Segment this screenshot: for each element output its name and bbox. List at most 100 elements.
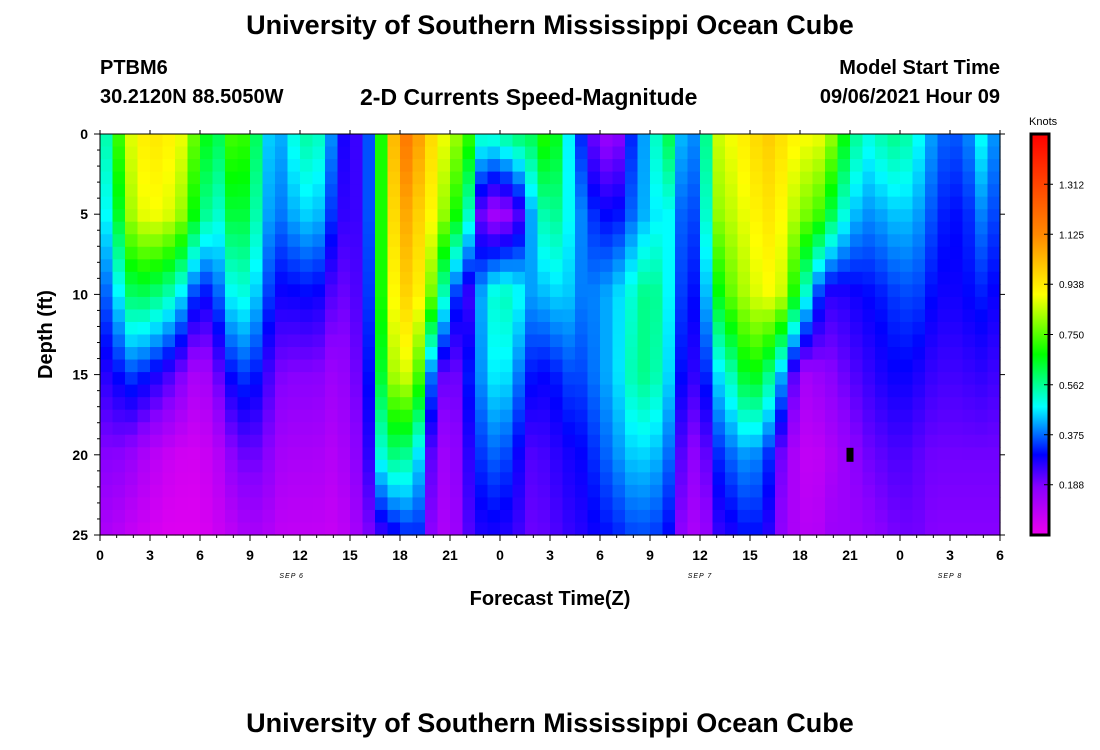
heatmap-cell [850,459,864,473]
heatmap-cell [762,347,776,361]
heatmap-cell [350,434,364,448]
heatmap-cell [662,384,676,398]
heatmap-cell [500,159,514,173]
heatmap-cell [400,184,414,198]
heatmap-cell [175,196,189,210]
heatmap-cell [137,234,151,248]
heatmap-cell [925,271,939,285]
heatmap-cell [325,309,339,323]
heatmap-cell [962,321,976,336]
heatmap-cell [300,184,314,198]
heatmap-cell [512,196,526,210]
heatmap-cell [625,134,639,148]
heatmap-cell [662,397,676,411]
heatmap-cell [275,472,289,486]
heatmap-cell [162,134,176,148]
heatmap-cell [375,384,389,398]
heatmap-cell [837,296,851,311]
heatmap-cell [250,334,264,348]
heatmap-cell [150,509,164,524]
heatmap-cell [312,422,326,436]
heatmap-cell [437,234,451,248]
heatmap-cell [350,184,364,198]
heatmap-cell [825,221,839,235]
heatmap-cell [650,497,664,511]
heatmap-cell [162,159,176,173]
heatmap-cell [812,447,826,461]
heatmap-cell [762,271,776,285]
heatmap-cell [250,209,264,223]
heatmap-cell [750,347,764,361]
heatmap-cell [612,246,626,260]
heatmap-cell [450,522,464,536]
heatmap-cell [937,146,951,160]
heatmap-cell [550,372,564,386]
heatmap-cell [225,359,239,373]
heatmap-cell [737,434,751,448]
heatmap-cell [562,397,576,411]
heatmap-cell [612,321,626,336]
heatmap-cell [787,522,801,536]
heatmap-cell [587,347,601,361]
heatmap-cell [162,359,176,373]
heatmap-cell [537,409,551,423]
heatmap-cell [587,359,601,373]
heatmap-cell [462,284,476,298]
heatmap-cell [112,447,126,461]
heatmap-cell [550,321,564,336]
heatmap-cell [787,372,801,386]
heatmap-cell [275,196,289,210]
heatmap-cell [162,484,176,499]
heatmap-cell [500,372,514,386]
heatmap-cell [137,209,151,223]
heatmap-cell [937,321,951,336]
heatmap-cell [700,184,714,198]
heatmap-cell [450,296,464,311]
heatmap-cell [687,246,701,260]
heatmap-cell [900,397,914,411]
heatmap-cell [687,146,701,160]
heatmap-cell [837,159,851,173]
heatmap-cell [487,397,501,411]
heatmap-cell [125,447,139,461]
heatmap-cell [112,259,126,273]
heatmap-cell [987,397,1001,411]
heatmap-cell [375,334,389,348]
heatmap-cell [537,484,551,499]
heatmap-cell [850,146,864,160]
heatmap-cell [762,321,776,336]
heatmap-cell [412,522,426,536]
heatmap-cell [500,334,514,348]
heatmap-cell [912,271,926,285]
heatmap-cell [637,234,651,248]
heatmap-cell [325,359,339,373]
heatmap-cell [575,434,589,448]
heatmap-cell [700,271,714,285]
heatmap-cell [175,397,189,411]
heatmap-cell [562,459,576,473]
heatmap-cell [187,159,201,173]
heatmap-cell [112,334,126,348]
heatmap-cell [187,296,201,311]
heatmap-cell [500,397,514,411]
heatmap-cell [200,271,214,285]
heatmap-cell [337,284,351,298]
heatmap-cell [437,497,451,511]
heatmap-cell [762,459,776,473]
heatmap-cell [625,259,639,273]
heatmap-cell [312,447,326,461]
heatmap-cell [775,296,789,311]
heatmap-cell [150,271,164,285]
heatmap-cell [175,284,189,298]
heatmap-cell [962,209,976,223]
heatmap-cell [200,159,214,173]
heatmap-cell [137,347,151,361]
heatmap-cell [675,497,689,511]
heatmap-cell [837,484,851,499]
heatmap-cell [975,159,989,173]
heatmap-cell [975,384,989,398]
heatmap-cell [587,246,601,260]
heatmap-cell [212,221,226,235]
heatmap-cell [862,171,876,185]
